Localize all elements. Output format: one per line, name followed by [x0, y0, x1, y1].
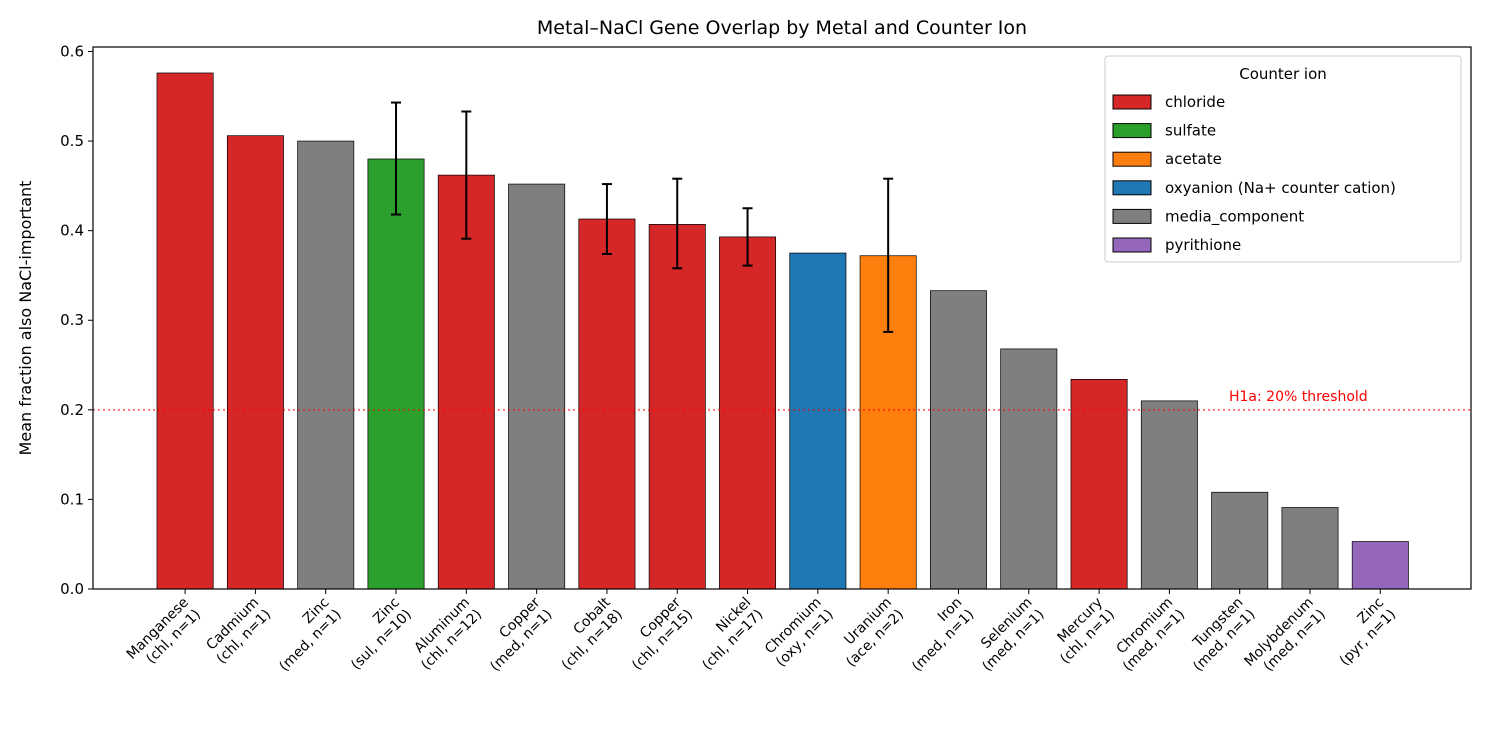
y-tick-label: 0.5	[60, 132, 84, 150]
x-tick-label: Cadmium(chl, n=1)	[202, 595, 275, 668]
bar	[156, 72, 214, 590]
bar	[508, 183, 566, 590]
x-tick-label: Manganese(chl, n=1)	[124, 595, 204, 675]
y-tick-label: 0.6	[60, 42, 84, 60]
y-tick-label: 0.3	[60, 311, 84, 329]
y-tick-label: 0.4	[60, 222, 84, 240]
legend-swatch	[1112, 208, 1152, 224]
bar	[226, 135, 284, 590]
legend-box	[1104, 55, 1462, 263]
legend-swatch	[1112, 237, 1152, 253]
y-axis-label: Mean fraction also NaCl-important	[16, 181, 35, 456]
x-tick-label: Chromium(med, n=1)	[1108, 595, 1188, 675]
x-tick-label: Uranium(ace, n=2)	[831, 595, 907, 671]
bar	[719, 236, 777, 590]
y-tick-label: 0.2	[60, 401, 84, 419]
legend-label: pyrithione	[1165, 236, 1241, 254]
x-tick-label: Nickel(chl, n=17)	[687, 595, 766, 674]
x-tick-label: Mercury(chl, n=1)	[1045, 595, 1118, 668]
bar	[789, 252, 847, 590]
x-tick-label: Cobalt(chl, n=18)	[547, 594, 626, 673]
y-tick-label: 0.1	[60, 490, 84, 508]
bar	[1140, 400, 1198, 590]
threshold-label: H1a: 20% threshold	[1229, 389, 1368, 405]
bar	[578, 218, 636, 590]
bar	[1281, 507, 1339, 590]
bar	[1211, 491, 1269, 590]
x-tick-label: Iron(med, n=1)	[897, 595, 977, 675]
legend-label: chloride	[1165, 93, 1225, 111]
x-tick-label: Molybdenum(med, n=1)	[1241, 595, 1328, 682]
bar	[1351, 541, 1409, 590]
chart-title: Metal–NaCl Gene Overlap by Metal and Cou…	[537, 17, 1027, 39]
y-tick-label: 0.0	[60, 580, 84, 598]
x-tick-label: Chromium(oxy, n=1)	[761, 595, 837, 671]
x-tick-label: Zinc(med, n=1)	[264, 595, 344, 675]
bar	[1070, 379, 1128, 590]
bar	[1000, 348, 1058, 590]
legend-swatch	[1112, 94, 1152, 110]
legend-swatch	[1112, 151, 1152, 167]
legend-label: sulfate	[1165, 122, 1216, 140]
bar	[367, 158, 425, 590]
plot-frame	[92, 46, 1472, 590]
legend-label: oxyanion (Na+ counter cation)	[1165, 179, 1396, 197]
x-tick-label: Copper(chl, n=15)	[617, 594, 696, 673]
bar	[297, 140, 355, 590]
legend-swatch	[1112, 123, 1152, 139]
x-tick-label: Zinc(sul, n=10)	[336, 595, 415, 674]
bar	[929, 290, 987, 590]
x-tick-label: Zinc(pyr, n=1)	[1325, 595, 1399, 669]
x-tick-label: Copper(med, n=1)	[475, 594, 555, 674]
legend-swatch	[1112, 180, 1152, 196]
legend-title: Counter ion	[1239, 65, 1327, 83]
bar	[437, 174, 495, 590]
bar	[648, 224, 706, 590]
legend-label: media_component	[1165, 207, 1304, 226]
x-tick-label: Aluminum(chl, n=12)	[406, 595, 485, 674]
x-tick-label: Selenium(med, n=1)	[967, 595, 1047, 675]
legend-label: acetate	[1165, 150, 1222, 168]
